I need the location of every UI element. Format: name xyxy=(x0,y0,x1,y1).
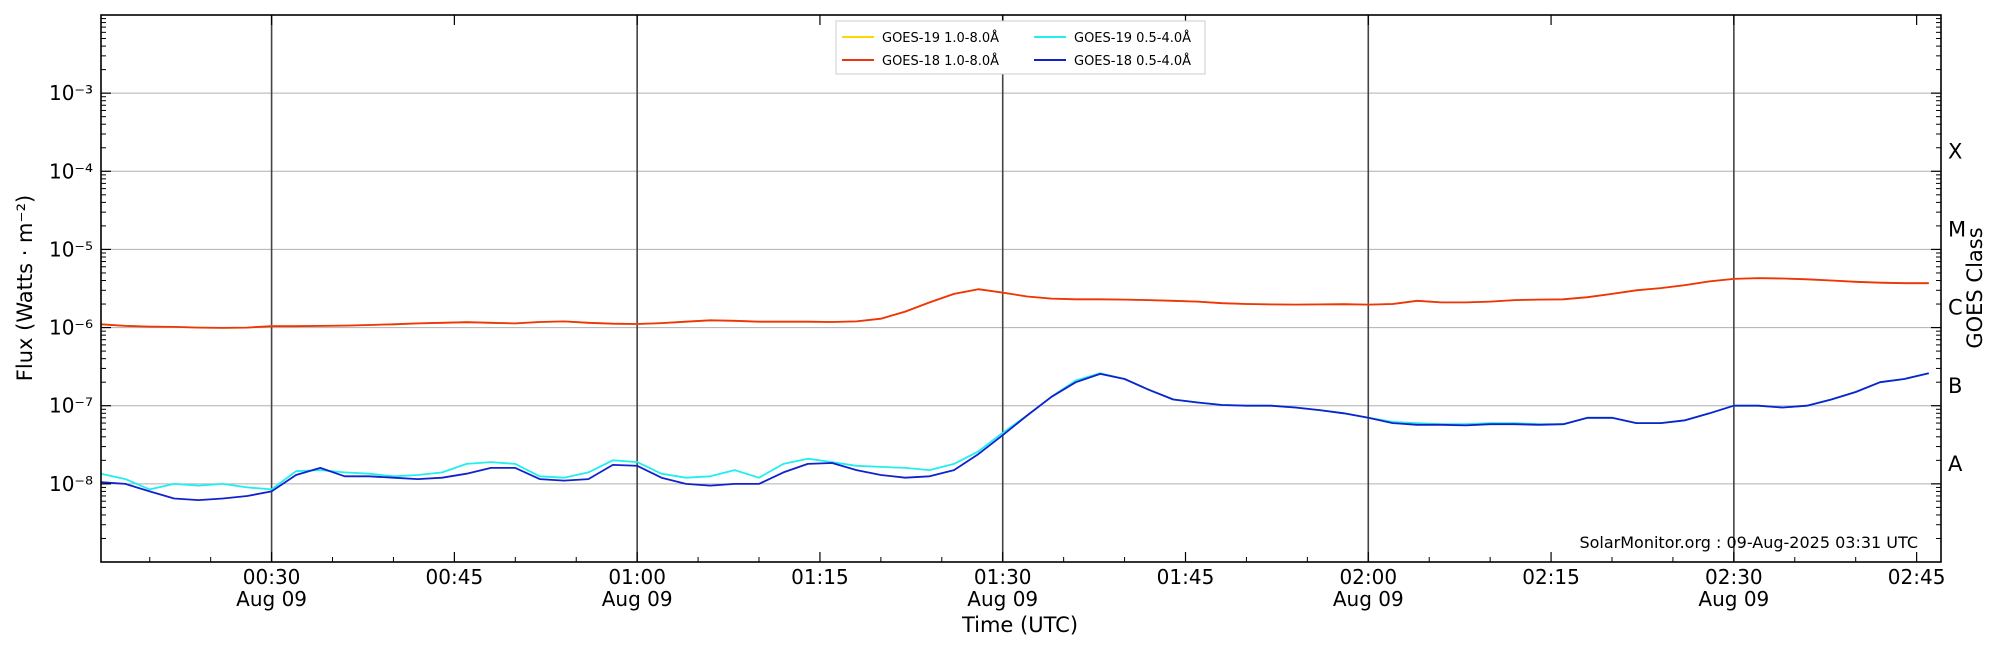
y-tick-label: 10⁻⁶ xyxy=(49,316,93,340)
vertical-marker-layer xyxy=(270,15,1735,562)
legend-label: GOES-18 0.5-4.0Å xyxy=(1074,53,1191,69)
y-tick-label: 10⁻³ xyxy=(49,81,93,105)
goes-class-label: C xyxy=(1948,296,1963,320)
y-tick-label: 10⁻⁸ xyxy=(49,472,93,496)
goes-class-label: M xyxy=(1948,217,1966,241)
x-tick-label: 02:15 xyxy=(1522,565,1580,589)
x-tick-date-label: Aug 09 xyxy=(602,587,673,611)
legend-label: GOES-19 0.5-4.0Å xyxy=(1074,30,1191,46)
x-tick-label: 01:45 xyxy=(1157,565,1215,589)
legend-box xyxy=(835,20,1206,75)
x-tick-label: 02:00 xyxy=(1339,565,1397,589)
y-tick-label: 10⁻⁵ xyxy=(49,237,93,261)
watermark-label: SolarMonitor.org : 09-Aug-2025 03:31 UTC xyxy=(1579,533,1918,552)
tick-layer xyxy=(101,15,1941,562)
legend-label: GOES-19 1.0-8.0Å xyxy=(882,30,999,46)
series-layer xyxy=(100,277,1930,502)
series-line xyxy=(100,277,1929,329)
x-tick-label: 00:45 xyxy=(426,565,484,589)
x-tick-label: 01:30 xyxy=(974,565,1032,589)
y-tick-label: 10⁻⁴ xyxy=(49,159,93,183)
goes-class-axis-title: GOES Class xyxy=(1963,227,1987,348)
x-tick-date-label: Aug 09 xyxy=(236,587,307,611)
goes-class-label: A xyxy=(1948,452,1963,476)
x-tick-date-label: Aug 09 xyxy=(967,587,1038,611)
goes-class-label: X xyxy=(1948,139,1962,163)
x-tick-date-label: Aug 09 xyxy=(1698,587,1769,611)
plot-frame xyxy=(100,14,1942,563)
series-line xyxy=(100,372,1930,502)
x-tick-label: 00:30 xyxy=(243,565,301,589)
goes-class-label: B xyxy=(1948,374,1962,398)
legend-label: GOES-18 1.0-8.0Å xyxy=(882,53,999,69)
x-tick-date-label: Aug 09 xyxy=(1333,587,1404,611)
x-tick-label: 01:15 xyxy=(791,565,849,589)
y-tick-label: 10⁻⁷ xyxy=(49,394,93,418)
x-tick-label: 01:00 xyxy=(608,565,666,589)
x-tick-label: 02:30 xyxy=(1705,565,1763,589)
grid-layer xyxy=(101,92,1941,485)
x-axis-title: Time (UTC) xyxy=(961,613,1078,637)
y-axis-title: Flux (Watts · m⁻²) xyxy=(13,195,37,381)
legend: GOES-19 1.0-8.0Å GOES-18 1.0-8.0Å GOES-19 … xyxy=(835,20,1206,75)
x-tick-label: 02:45 xyxy=(1888,565,1946,589)
